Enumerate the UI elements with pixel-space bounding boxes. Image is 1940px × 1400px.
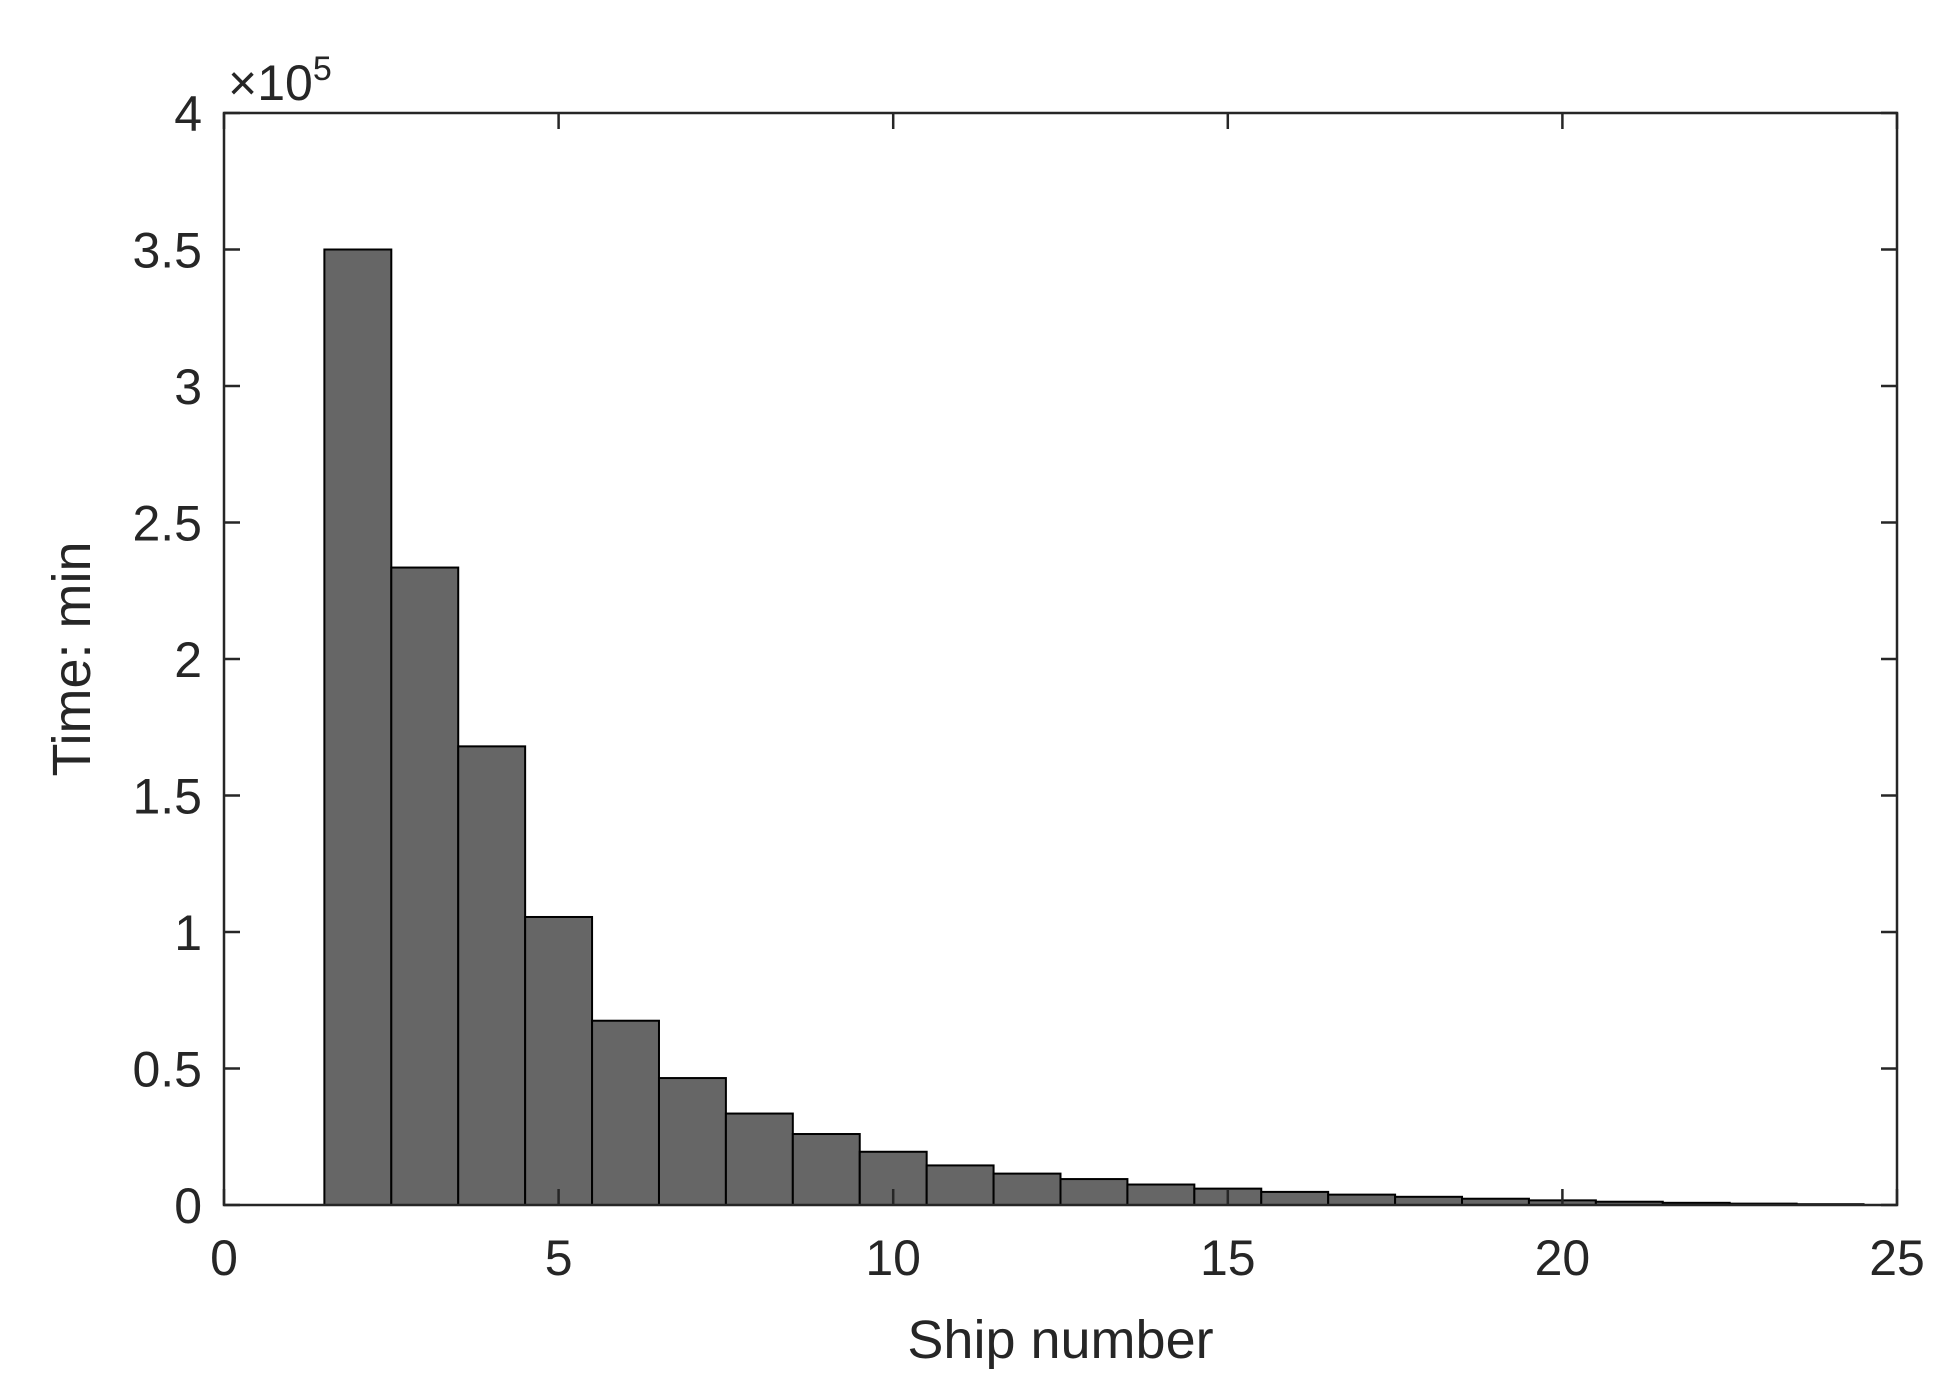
y-tick-label: 3 [174, 359, 202, 415]
y-exponent-base: ×10 [228, 55, 313, 111]
x-tick-label: 20 [1535, 1230, 1591, 1286]
bar-ship-11 [925, 1164, 995, 1207]
bar-ship-12 [992, 1172, 1062, 1206]
bar-ship-2 [323, 248, 393, 1206]
bar-ship-4 [457, 745, 527, 1206]
y-tick-labels: 0 0.5 1 1.5 2 2.5 3 3.5 4 [132, 86, 202, 1234]
x-tick-label: 10 [865, 1230, 921, 1286]
bar-ship-8 [724, 1112, 794, 1207]
bar-ship-17 [1327, 1193, 1397, 1206]
x-tick-label: 15 [1200, 1230, 1256, 1286]
x-tick-label: 0 [210, 1230, 238, 1286]
y-tick-label: 3.5 [132, 223, 202, 279]
bar-ship-6 [591, 1019, 660, 1206]
y-tick-label: 0.5 [132, 1042, 202, 1098]
ticks-group [222, 111, 1899, 1207]
bar-ship-7 [657, 1077, 727, 1207]
y-tick-label: 1 [174, 905, 202, 961]
y-axis-label: Time: min [42, 541, 102, 776]
x-tick-label: 5 [545, 1230, 573, 1286]
y-tick-label: 2.5 [132, 496, 202, 552]
y-tick-label: 0 [174, 1178, 202, 1234]
bar-ship-13 [1059, 1178, 1129, 1206]
x-tick-labels: 0 5 10 15 20 25 [210, 1230, 1925, 1286]
x-axis-label: Ship number [907, 1310, 1213, 1370]
y-tick-label: 4 [174, 86, 202, 142]
y-tick-label: 1.5 [132, 769, 202, 825]
y-exponent-label: ×105 [228, 50, 332, 111]
bar-ship-16 [1260, 1190, 1330, 1206]
bar-ship-3 [390, 566, 460, 1206]
bar-ship-14 [1126, 1183, 1196, 1207]
bar-ship-5 [524, 915, 594, 1206]
x-tick-label: 25 [1869, 1230, 1925, 1286]
y-exponent-power: 5 [313, 50, 332, 88]
bar-ship-9 [791, 1133, 861, 1207]
y-tick-label: 2 [174, 632, 202, 688]
bars-group [323, 248, 1865, 1207]
